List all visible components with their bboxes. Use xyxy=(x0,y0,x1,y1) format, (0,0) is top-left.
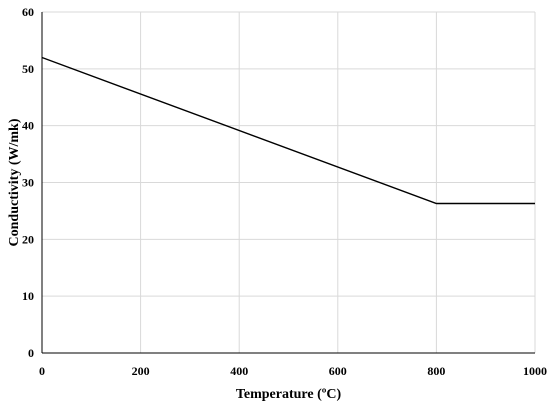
y-axis-title: Conductivity (W/mk) xyxy=(7,118,22,246)
x-tick-label: 800 xyxy=(427,364,445,378)
x-tick-label: 0 xyxy=(39,364,45,378)
x-tick-label: 600 xyxy=(329,364,347,378)
series-layer xyxy=(41,56,535,205)
grid-lines xyxy=(42,11,536,353)
y-tick-label: 10 xyxy=(22,289,34,303)
x-tick-label: 400 xyxy=(230,364,248,378)
y-tick-label: 60 xyxy=(22,5,34,19)
axes xyxy=(41,12,535,354)
y-tick-label: 30 xyxy=(22,176,34,190)
y-tick-label: 20 xyxy=(22,232,34,246)
x-tick-label: 1000 xyxy=(523,364,547,378)
x-tick-label: 200 xyxy=(132,364,150,378)
y-tick-label: 40 xyxy=(22,119,34,133)
series-line xyxy=(41,56,535,205)
y-tick-label: 50 xyxy=(22,62,34,76)
x-axis-title: Temperature (ºC) xyxy=(236,387,342,402)
y-tick-label: 0 xyxy=(28,346,34,360)
